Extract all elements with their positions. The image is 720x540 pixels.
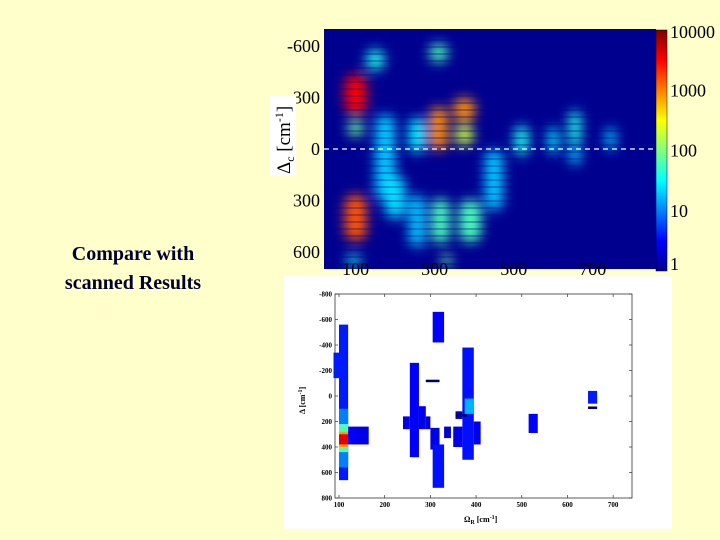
scanned-heatmap-cell xyxy=(425,416,431,430)
scanned-y-tick-label: -600 xyxy=(319,316,332,324)
scanned-heatmap-mark xyxy=(588,406,598,409)
scanned-heatmap-cell xyxy=(453,426,463,447)
colorbar-tick-label: 10 xyxy=(670,201,688,221)
scanned-heatmap-cell xyxy=(473,421,481,445)
scanned-heatmap-cell xyxy=(464,398,474,414)
scanned-heatmap-cell xyxy=(348,426,355,445)
y-axis-label-exponent: -1 xyxy=(272,112,286,122)
scanned-y-tick-label: -800 xyxy=(319,291,332,299)
y-axis-label-symbol: Δ xyxy=(274,162,295,174)
scanned-heatmap-mark xyxy=(455,414,467,417)
colorbar-tick-label: 10000 xyxy=(670,22,715,42)
y-axis-label-box xyxy=(270,96,296,176)
scanned-heatmap-cell xyxy=(588,390,598,404)
scanned-x-tick-label: 300 xyxy=(425,501,436,509)
scanned-x-tick-label: 400 xyxy=(471,501,482,509)
scanned-heatmap-mark xyxy=(425,379,440,383)
scanned-heatmap-cell xyxy=(430,427,440,450)
y-tick-label: 300 xyxy=(293,190,320,210)
scanned-x-axis-label-unit: [cm xyxy=(475,515,490,524)
scanned-heatmap-cell xyxy=(402,416,410,430)
caption-line-1: Compare with xyxy=(71,243,195,265)
scanned-x-tick-label: 700 xyxy=(608,501,619,509)
scanned-y-tick-label: 0 xyxy=(329,393,333,401)
scanned-heatmap-cell xyxy=(528,413,538,433)
scanned-y-axis-label-symbol: Δ xyxy=(298,409,307,414)
scanned-x-axis-label-subscript: R xyxy=(470,520,475,526)
scanned-heatmap-cell xyxy=(444,426,451,439)
scanned-x-axis-label-exponent: -1 xyxy=(490,515,495,521)
scanned-heatmap-cell xyxy=(333,352,339,379)
colorbar-tick-label: 100 xyxy=(670,141,697,161)
scanned-x-tick-label: 600 xyxy=(562,501,573,509)
colorbar xyxy=(655,29,668,272)
scanned-x-tick-label: 500 xyxy=(517,501,528,509)
x-tick-label: 100 xyxy=(342,259,369,279)
colorbar-tick-label: 1 xyxy=(670,254,679,274)
scanned-y-axis-label-close: ] xyxy=(298,387,307,390)
scanned-x-tick-label: 100 xyxy=(334,501,345,509)
x-tick-label: 500 xyxy=(500,259,527,279)
scanned-y-axis-label-exponent: -1 xyxy=(298,390,304,395)
y-axis-label: Δc [cm-1] xyxy=(272,106,297,174)
colorbar-tick-label: 1000 xyxy=(670,80,706,100)
scanned-y-tick-label: -200 xyxy=(319,367,332,375)
scanned-y-axis-label-unit: [cm xyxy=(298,394,307,409)
y-tick-label: -600 xyxy=(287,36,320,56)
scanned-y-tick-label: 800 xyxy=(322,495,333,503)
scanned-y-axis-label: Δ [cm-1] xyxy=(298,387,307,414)
scanned-heatmap-cell xyxy=(418,406,426,430)
caption-line-2: scanned Results xyxy=(64,272,202,294)
scanned-heatmap-cell xyxy=(339,324,349,481)
scanned-x-tick-label: 200 xyxy=(379,501,390,509)
scanned-x-axis-label: ΩR [cm-1] xyxy=(464,515,498,526)
scanned-x-axis-label-close: ] xyxy=(495,515,498,524)
scanned-y-tick-label: 600 xyxy=(322,469,333,477)
scanned-plot-frame xyxy=(334,293,633,499)
scanned-y-tick-label: 200 xyxy=(322,418,333,426)
scanned-y-tick-label: 400 xyxy=(322,444,333,452)
y-axis-label-subscript: c xyxy=(283,156,297,161)
scanned-heatmap-cell xyxy=(432,311,445,343)
y-tick-label: 0 xyxy=(311,139,320,159)
scanned-results-heatmap-chart: -800 -600 -400 -200 0 200 400 600 800 100 200 300 4… xyxy=(284,276,672,529)
scanned-heatmap-cell xyxy=(409,362,419,458)
x-tick-label: 300 xyxy=(421,259,448,279)
y-tick-label: 600 xyxy=(293,242,320,262)
scanned-y-tick-label: -400 xyxy=(319,342,332,350)
scanned-x-axis-label-symbol: Ω xyxy=(464,515,471,524)
y-axis-label-unit: [cm xyxy=(274,122,295,157)
x-tick-label: 700 xyxy=(579,259,606,279)
y-axis-label-close: ] xyxy=(274,106,295,112)
slide-caption: Compare with scanned Results xyxy=(38,240,228,298)
scanned-heatmap-cell xyxy=(354,426,369,445)
scanned-heatmap-cell xyxy=(339,434,349,445)
scanned-heatmap-cell xyxy=(432,444,445,488)
